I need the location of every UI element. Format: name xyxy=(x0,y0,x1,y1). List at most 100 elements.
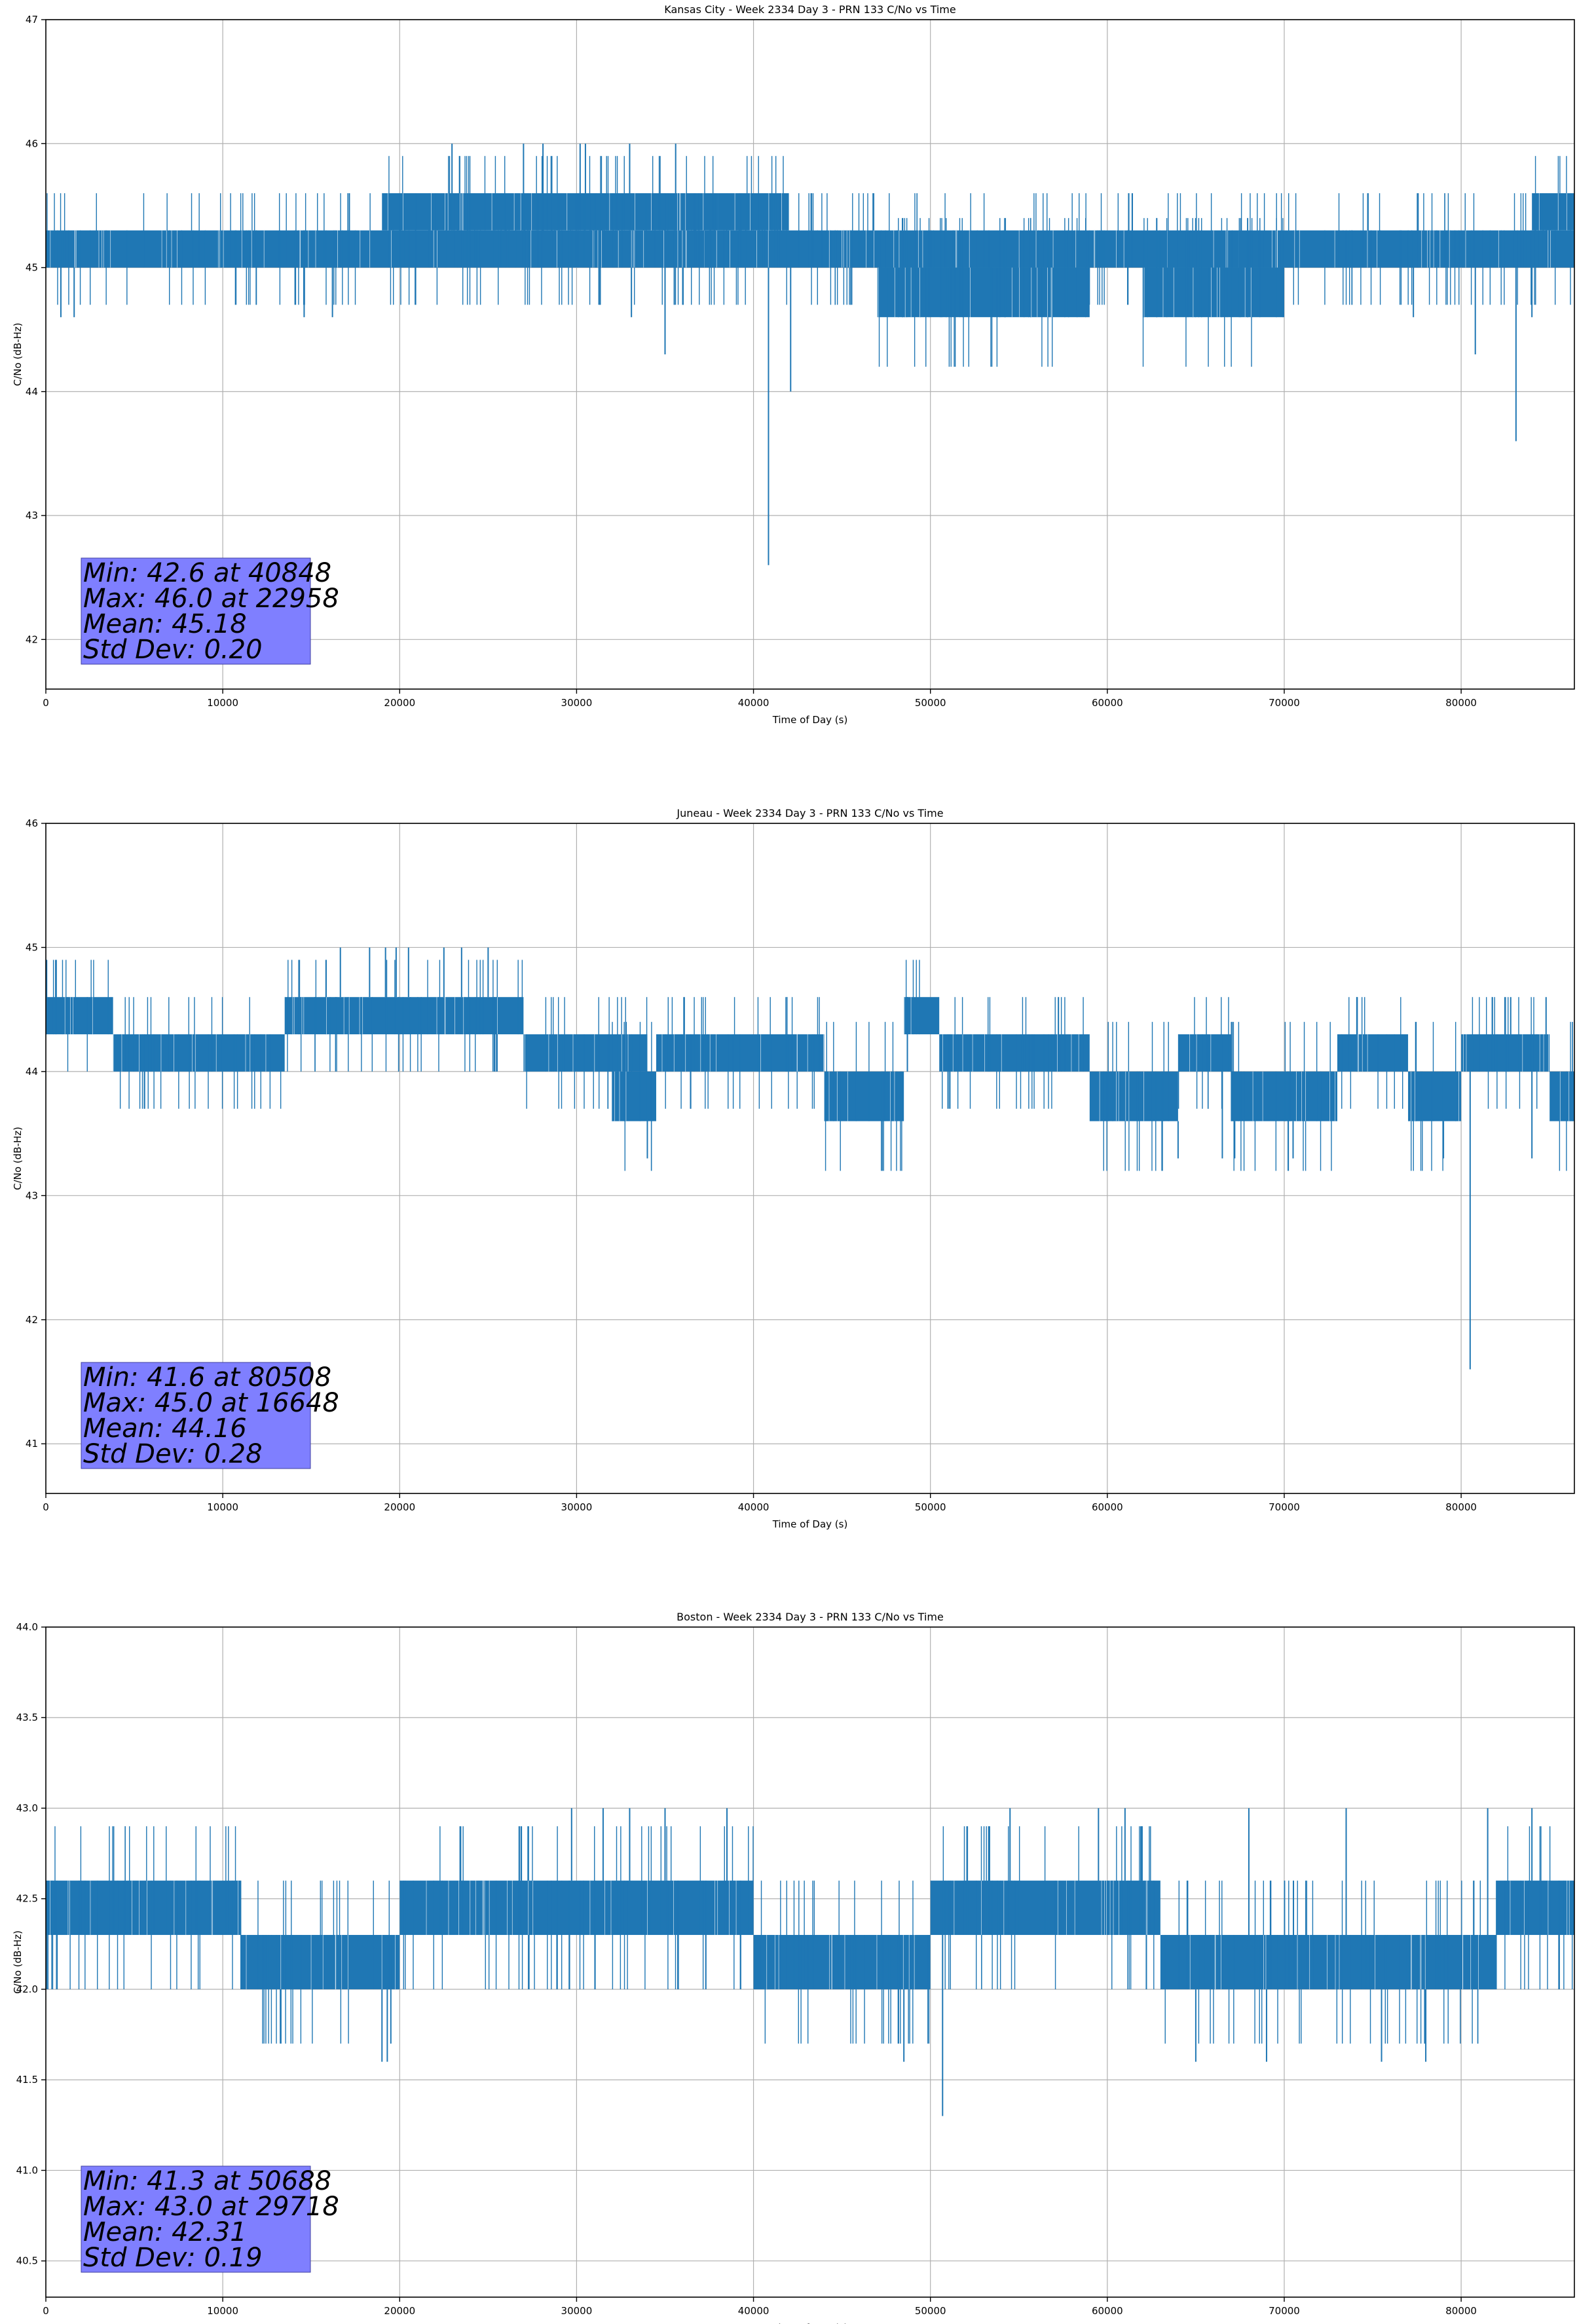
stats-line: Min: 42.6 at 40848 xyxy=(83,558,331,588)
x-axis-label: Time of Day (s) xyxy=(772,2322,848,2324)
stats-line: Mean: 44.16 xyxy=(83,1414,247,1444)
data-band xyxy=(1337,1034,1409,1072)
y-tick-label: 43 xyxy=(26,1190,38,1201)
x-tick-label: 20000 xyxy=(384,1501,415,1513)
y-tick-label: 40.5 xyxy=(16,2255,38,2267)
data-band xyxy=(284,997,524,1035)
stats-line: Std Dev: 0.19 xyxy=(83,2243,263,2273)
x-tick-label: 70000 xyxy=(1269,697,1300,709)
x-tick-label: 30000 xyxy=(561,1501,593,1513)
y-tick-label: 42.0 xyxy=(16,1983,38,1995)
y-tick-label: 46 xyxy=(26,817,38,829)
data-band xyxy=(1408,1071,1462,1121)
x-tick-label: 60000 xyxy=(1092,2305,1123,2317)
data-band xyxy=(612,1071,656,1121)
x-tick-label: 60000 xyxy=(1092,697,1123,709)
data-band xyxy=(753,1935,931,1989)
x-tick-label: 40000 xyxy=(738,2305,770,2317)
stats-line: Std Dev: 0.28 xyxy=(83,1439,263,1469)
stats-line: Max: 46.0 at 22958 xyxy=(83,584,339,614)
y-tick-label: 44.0 xyxy=(16,1621,38,1633)
x-tick-label: 20000 xyxy=(384,2305,415,2317)
data-band xyxy=(1496,1881,1574,1936)
stats-line: Max: 45.0 at 16648 xyxy=(83,1388,339,1418)
chart-panel-2: 0 10000 20000 30000 40000 50000 60000 70000 8000… xyxy=(12,807,1575,1530)
stats-line: Min: 41.3 at 50688 xyxy=(83,2166,331,2196)
stats-line: Max: 43.0 at 29718 xyxy=(83,2192,339,2222)
y-tick-label: 42 xyxy=(26,633,38,645)
data-band xyxy=(46,1881,241,1936)
axes-frame xyxy=(45,1626,1575,2298)
data-band xyxy=(1178,1034,1231,1072)
y-axis-label: C/No (dB-Hz) xyxy=(12,323,24,386)
y-tick-label: 43 xyxy=(26,510,38,521)
x-tick-label: 10000 xyxy=(207,1501,238,1513)
data-band xyxy=(824,1071,904,1121)
x-tick-label: 50000 xyxy=(915,697,946,709)
data-band xyxy=(46,997,113,1035)
stats-box xyxy=(81,557,311,665)
y-tick-label: 41.5 xyxy=(16,2074,38,2086)
data-band xyxy=(939,1034,1090,1072)
x-tick-label: 50000 xyxy=(915,1501,946,1513)
y-axis-label: C/No (dB-Hz) xyxy=(12,1127,24,1190)
data-band xyxy=(1142,267,1284,318)
x-axis-label: Time of Day (s) xyxy=(772,1518,848,1530)
data-band xyxy=(113,1034,285,1072)
y-tick-label: 43.0 xyxy=(16,1802,38,1814)
chart-panel-1: 0 10000 20000 30000 40000 50000 60000 70000 8000… xyxy=(12,3,1575,726)
chart-title: Kansas City - Week 2334 Day 3 - PRN 133 … xyxy=(664,3,955,16)
x-tick-label: 20000 xyxy=(384,697,415,709)
axes-frame xyxy=(45,19,1575,690)
y-tick-label: 41 xyxy=(26,1438,38,1450)
x-tick-label: 70000 xyxy=(1269,2305,1300,2317)
y-tick-label: 44 xyxy=(26,386,38,398)
y-tick-label: 46 xyxy=(26,138,38,149)
x-tick-label: 80000 xyxy=(1445,2305,1477,2317)
y-tick-label: 41.0 xyxy=(16,2164,38,2176)
y-axis-label: C/No (dB-Hz) xyxy=(12,1930,24,1994)
x-tick-label: 0 xyxy=(43,1501,49,1513)
data-band xyxy=(1231,1071,1338,1121)
data-series xyxy=(46,947,1574,1370)
data-band xyxy=(1089,1071,1178,1121)
data-band xyxy=(46,230,1574,268)
y-tick-label: 45 xyxy=(26,941,38,953)
stats-line: Mean: 42.31 xyxy=(83,2217,247,2247)
y-tick-label: 42 xyxy=(26,1314,38,1326)
x-axis-label: Time of Day (s) xyxy=(772,714,848,726)
data-band xyxy=(523,1034,648,1072)
y-tick-label: 44 xyxy=(26,1066,38,1078)
x-tick-label: 60000 xyxy=(1092,1501,1123,1513)
chart-title: Boston - Week 2334 Day 3 - PRN 133 C/No … xyxy=(677,1611,944,1623)
data-series xyxy=(46,143,1574,565)
data-band xyxy=(718,193,789,231)
x-tick-label: 10000 xyxy=(207,697,238,709)
stats-box xyxy=(81,2165,311,2273)
y-tick-label: 45 xyxy=(26,262,38,274)
stats-line: Mean: 45.18 xyxy=(83,609,247,639)
data-series xyxy=(46,1808,1574,2116)
x-tick-label: 10000 xyxy=(207,2305,238,2317)
x-tick-label: 40000 xyxy=(738,697,770,709)
y-tick-label: 43.5 xyxy=(16,1712,38,1723)
x-tick-label: 80000 xyxy=(1445,1501,1477,1513)
stats-line: Min: 41.6 at 80508 xyxy=(83,1362,331,1393)
x-tick-label: 80000 xyxy=(1445,697,1477,709)
x-tick-label: 30000 xyxy=(561,2305,593,2317)
chart-panel-3: 0 10000 20000 30000 40000 50000 60000 70000 8000… xyxy=(12,1611,1575,2324)
x-tick-label: 0 xyxy=(43,2305,49,2317)
x-tick-label: 30000 xyxy=(561,697,593,709)
data-band xyxy=(1532,193,1574,231)
stats-line: Std Dev: 0.20 xyxy=(83,635,263,665)
x-tick-label: 0 xyxy=(43,697,49,709)
stats-box xyxy=(81,1362,311,1469)
data-band xyxy=(1160,1935,1497,1989)
data-band xyxy=(904,997,940,1035)
data-band xyxy=(877,267,1090,318)
axes-frame xyxy=(45,823,1575,1494)
chart-title: Juneau - Week 2334 Day 3 - PRN 133 C/No … xyxy=(676,807,943,819)
data-band xyxy=(382,193,718,231)
x-tick-label: 40000 xyxy=(738,1501,770,1513)
